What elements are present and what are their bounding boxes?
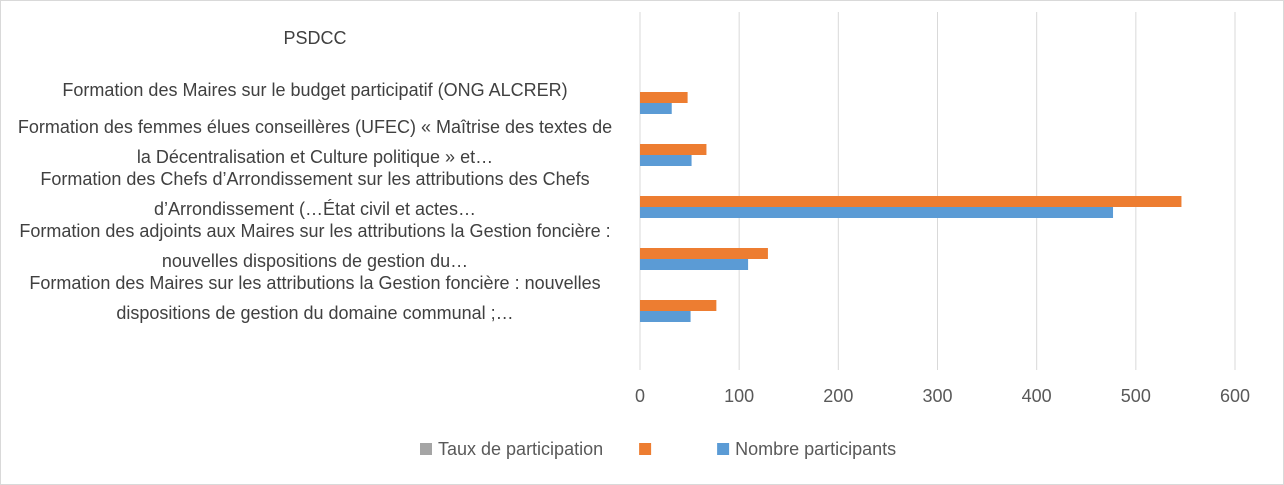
bar bbox=[640, 155, 692, 166]
category-label: Formation des Maires sur le budget parti… bbox=[62, 80, 568, 100]
bar bbox=[640, 300, 717, 311]
x-tick-label: 200 bbox=[823, 386, 853, 406]
x-tick-label: 600 bbox=[1220, 386, 1250, 406]
bar bbox=[640, 103, 672, 114]
category-label: Formation des Maires sur les attribution… bbox=[29, 273, 601, 323]
legend-swatch bbox=[717, 443, 730, 455]
bar bbox=[640, 207, 1114, 218]
legend-label: Nombre participants bbox=[735, 439, 896, 459]
bar bbox=[640, 196, 1182, 207]
x-tick-label: 0 bbox=[635, 386, 645, 406]
bar bbox=[640, 144, 707, 155]
category-label: PSDCC bbox=[283, 28, 347, 48]
category-label: Formation des adjoints aux Maires sur le… bbox=[19, 221, 611, 271]
x-tick-label: 100 bbox=[724, 386, 754, 406]
bar bbox=[640, 259, 749, 270]
x-tick-label: 300 bbox=[922, 386, 952, 406]
bar bbox=[640, 248, 768, 259]
bar bbox=[640, 92, 688, 103]
x-tick-label: 400 bbox=[1022, 386, 1052, 406]
legend-label: Taux de participation bbox=[438, 439, 603, 459]
legend-swatch bbox=[420, 443, 432, 455]
legend-swatch bbox=[639, 443, 652, 455]
bar bbox=[640, 311, 691, 322]
category-label: Formation des femmes élues conseillères … bbox=[17, 117, 613, 167]
x-tick-label: 500 bbox=[1121, 386, 1151, 406]
category-label: Formation des Chefs d’Arrondissement sur… bbox=[40, 169, 590, 219]
